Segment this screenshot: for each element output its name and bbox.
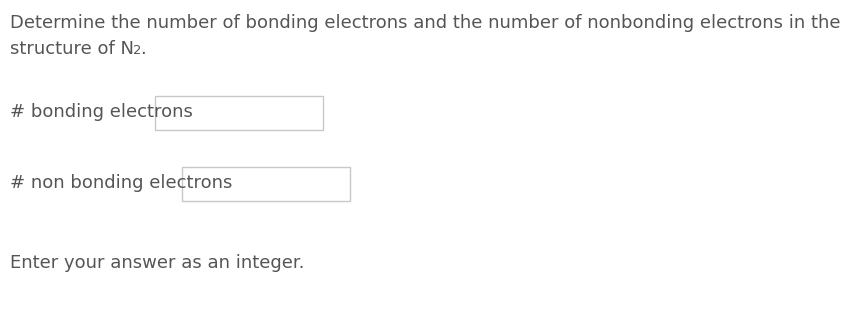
Text: 2: 2	[133, 44, 141, 57]
Text: # bonding electrons: # bonding electrons	[10, 103, 193, 121]
Text: Determine the number of bonding electrons and the number of nonbonding electrons: Determine the number of bonding electron…	[10, 14, 840, 32]
Text: # non bonding electrons: # non bonding electrons	[10, 174, 233, 192]
FancyBboxPatch shape	[155, 96, 323, 130]
FancyBboxPatch shape	[182, 167, 350, 201]
Text: Enter your answer as an integer.: Enter your answer as an integer.	[10, 254, 304, 272]
Text: .: .	[140, 40, 146, 58]
Text: structure of N: structure of N	[10, 40, 134, 58]
